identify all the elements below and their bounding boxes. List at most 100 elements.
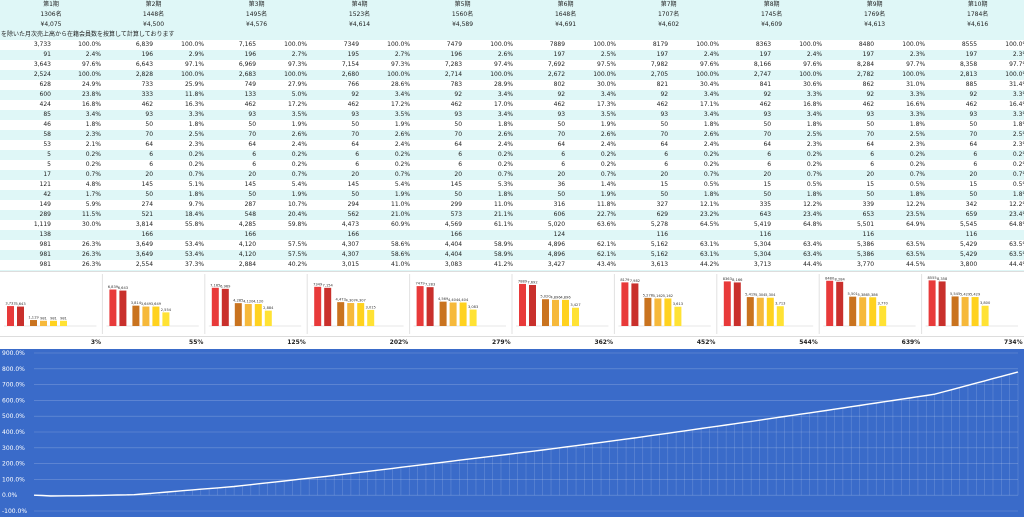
value-cell[interactable]: 50 [205, 190, 258, 200]
ratio-cell[interactable]: 97.6% [52, 60, 103, 70]
ratio-cell[interactable]: 37.3% [154, 260, 206, 270]
ratio-cell[interactable]: 2.4% [669, 50, 721, 60]
ratio-cell[interactable]: 21.1% [463, 210, 515, 220]
value-cell[interactable]: 6 [617, 160, 670, 170]
value-cell[interactable]: 93 [514, 110, 567, 120]
ratio-cell[interactable]: 0.2% [154, 150, 206, 160]
value-cell[interactable]: 70 [102, 130, 155, 140]
ratio-cell[interactable] [257, 230, 309, 240]
ratio-cell[interactable]: 100.0% [669, 40, 721, 50]
ratio-cell[interactable]: 1.7% [52, 190, 103, 200]
ratio-cell[interactable]: 2.3% [52, 130, 103, 140]
value-cell[interactable]: 8555 [926, 40, 979, 50]
value-cell[interactable]: 116 [823, 230, 876, 240]
ratio-cell[interactable]: 44.4% [978, 260, 1024, 270]
ratio-cell[interactable]: 16.8% [52, 100, 103, 110]
ratio-cell[interactable]: 1.8% [669, 190, 721, 200]
ratio-cell[interactable]: 0.2% [978, 150, 1024, 160]
ratio-cell[interactable]: 44.4% [772, 260, 824, 270]
value-cell[interactable]: 6 [102, 150, 155, 160]
value-cell[interactable]: 6 [823, 160, 876, 170]
ratio-cell[interactable]: 100.0% [360, 40, 412, 50]
ratio-cell[interactable]: 16.6% [875, 100, 927, 110]
value-cell[interactable]: 462 [102, 100, 155, 110]
value-cell[interactable]: 116 [720, 230, 773, 240]
value-cell[interactable]: 42 [0, 190, 52, 200]
value-cell[interactable]: 643 [720, 210, 773, 220]
value-cell[interactable]: 3,800 [926, 260, 979, 270]
value-cell[interactable]: 50 [514, 190, 567, 200]
value-cell[interactable]: 462 [411, 100, 464, 110]
ratio-cell[interactable]: 1.8% [772, 120, 824, 130]
value-cell[interactable]: 93 [308, 110, 361, 120]
value-cell[interactable]: 6 [926, 150, 979, 160]
value-cell[interactable]: 93 [102, 110, 155, 120]
ratio-cell[interactable]: 57.5% [257, 240, 309, 250]
value-cell[interactable]: 145 [411, 180, 464, 190]
value-cell[interactable]: 70 [514, 130, 567, 140]
ratio-cell[interactable]: 43.4% [566, 260, 618, 270]
value-cell[interactable]: 15 [823, 180, 876, 190]
value-cell[interactable]: 3,733 [0, 40, 52, 50]
value-cell[interactable]: 53 [0, 140, 52, 150]
ratio-cell[interactable]: 3.5% [257, 110, 309, 120]
value-cell[interactable]: 7,982 [617, 60, 670, 70]
ratio-cell[interactable]: 100.0% [978, 40, 1024, 50]
ratio-cell[interactable]: 2.4% [257, 140, 309, 150]
value-cell[interactable]: 4,473 [308, 220, 361, 230]
value-cell[interactable]: 981 [0, 240, 52, 250]
value-cell[interactable]: 133 [205, 90, 258, 100]
ratio-cell[interactable]: 57.5% [257, 250, 309, 260]
value-cell[interactable]: 462 [823, 100, 876, 110]
value-cell[interactable]: 653 [823, 210, 876, 220]
ratio-cell[interactable]: 1.9% [566, 120, 618, 130]
value-cell[interactable]: 5,429 [926, 240, 979, 250]
value-cell[interactable]: 50 [308, 120, 361, 130]
ratio-cell[interactable]: 62.1% [566, 250, 618, 260]
ratio-cell[interactable]: 3.3% [875, 110, 927, 120]
ratio-cell[interactable]: 3.3% [772, 90, 824, 100]
value-cell[interactable]: 20 [205, 170, 258, 180]
member-count[interactable]: 1784名 [926, 10, 1024, 20]
ratio-cell[interactable]: 63.1% [669, 250, 721, 260]
ratio-cell[interactable]: 3.4% [463, 90, 515, 100]
value-cell[interactable]: 606 [514, 210, 567, 220]
value-cell[interactable]: 289 [0, 210, 52, 220]
value-cell[interactable]: 4,896 [514, 240, 567, 250]
value-cell[interactable]: 5,162 [617, 250, 670, 260]
value-cell[interactable]: 50 [102, 190, 155, 200]
value-cell[interactable]: 2,680 [308, 70, 361, 80]
value-cell[interactable]: 2,705 [617, 70, 670, 80]
ratio-cell[interactable]: 17.2% [360, 100, 412, 110]
ratio-cell[interactable]: 41.0% [360, 260, 412, 270]
value-cell[interactable]: 6 [926, 160, 979, 170]
ratio-cell[interactable]: 63.5% [978, 240, 1024, 250]
value-cell[interactable]: 2,554 [102, 260, 155, 270]
ratio-cell[interactable]: 23.4% [978, 210, 1024, 220]
ratio-cell[interactable]: 31.0% [875, 80, 927, 90]
value-cell[interactable]: 166 [308, 230, 361, 240]
ratio-cell[interactable]: 3.3% [875, 90, 927, 100]
value-cell[interactable]: 91 [0, 50, 52, 60]
ratio-cell[interactable]: 3.4% [566, 90, 618, 100]
ratio-cell[interactable]: 63.1% [669, 240, 721, 250]
ratio-cell[interactable]: 0.2% [154, 160, 206, 170]
ratio-cell[interactable]: 1.8% [463, 190, 515, 200]
value-cell[interactable]: 6,969 [205, 60, 258, 70]
value-cell[interactable]: 562 [308, 210, 361, 220]
member-count[interactable]: 1707名 [617, 10, 721, 20]
ratio-cell[interactable]: 0.5% [875, 180, 927, 190]
value-cell[interactable]: 3,643 [0, 60, 52, 70]
ratio-cell[interactable]: 60.9% [360, 220, 412, 230]
ratio-cell[interactable]: 100.0% [772, 40, 824, 50]
ratio-cell[interactable]: 62.1% [566, 240, 618, 250]
ratio-cell[interactable]: 3.4% [772, 110, 824, 120]
value-cell[interactable]: 2,683 [205, 70, 258, 80]
ratio-cell[interactable]: 97.7% [875, 60, 927, 70]
ratio-cell[interactable]: 0.2% [669, 160, 721, 170]
value-cell[interactable]: 3,649 [102, 250, 155, 260]
value-cell[interactable]: 548 [205, 210, 258, 220]
value-cell[interactable]: 64 [617, 140, 670, 150]
value-cell[interactable]: 981 [0, 260, 52, 270]
ratio-cell[interactable]: 2.6% [257, 130, 309, 140]
